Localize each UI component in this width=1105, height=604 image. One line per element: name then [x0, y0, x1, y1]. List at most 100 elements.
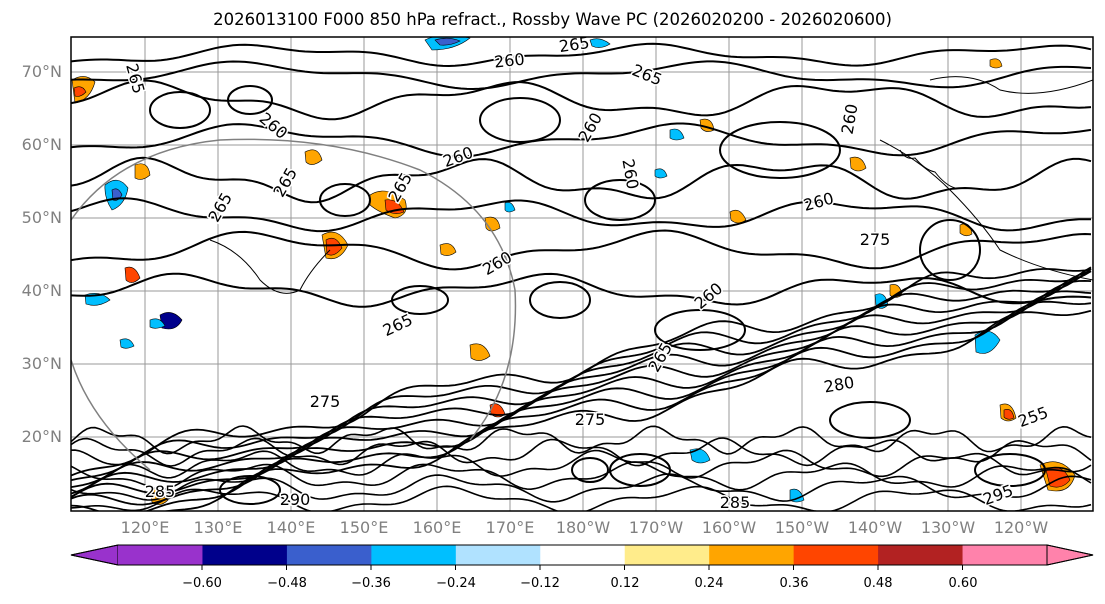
colorbar-segment: [624, 545, 710, 565]
colorbar-tick-label: 0.48: [863, 576, 893, 591]
map-panel: [71, 37, 1093, 511]
contour-line: [71, 461, 1092, 491]
colorbar-segment: [878, 545, 964, 565]
contour-line: [71, 449, 1092, 479]
contour-line: [71, 300, 1092, 511]
longitude-label: 180°W: [555, 518, 611, 537]
colorbar-tick-label: −0.48: [267, 576, 307, 591]
latitude-label: 70°N: [21, 62, 62, 81]
patch-blue: [119, 338, 135, 349]
patch-darkblue: [434, 37, 461, 46]
colorbar-tick-label: −0.60: [182, 576, 222, 591]
contour-loop: [571, 457, 609, 483]
longitude-label: 140°E: [266, 518, 316, 537]
longitude-label: 150°W: [774, 518, 830, 537]
longitude-label: 130°W: [920, 518, 976, 537]
contour-line: [71, 197, 1091, 233]
colorbar-segment: [286, 545, 372, 565]
contour-line: [161, 309, 1092, 511]
contour-label: 285: [145, 482, 176, 501]
contour-label: 265: [558, 33, 591, 56]
colorbar-tick-label: 0.36: [779, 576, 809, 591]
great-circle-arcs: [71, 138, 517, 471]
longitude-label: 170°W: [628, 518, 684, 537]
longitude-label: 120°E: [120, 518, 170, 537]
patch-orange: [134, 163, 151, 180]
contour-label: 275: [575, 410, 606, 429]
contour-line: [71, 272, 1092, 308]
patch-red: [1003, 409, 1015, 420]
latitude-label: 20°N: [21, 427, 62, 446]
colorbar-tick-label: −0.12: [520, 576, 560, 591]
longitude-label: 140°W: [847, 518, 903, 537]
contour-loop: [391, 285, 449, 315]
patch-blue: [669, 128, 685, 141]
contour-loop: [919, 219, 981, 281]
map-title: 2026013100 F000 850 hPa refract., Rossby…: [213, 10, 892, 29]
colorbar-tick-label: −0.24: [436, 576, 476, 591]
patch-orange: [439, 243, 457, 256]
contour-loop: [319, 183, 371, 217]
longitude-label: 120°W: [993, 518, 1049, 537]
contour-loop: [479, 97, 561, 143]
contour-line: [71, 266, 1092, 495]
patch-red: [325, 237, 343, 256]
patch-orange: [989, 58, 1003, 69]
patch-red: [124, 266, 141, 283]
contour-line: [71, 473, 1092, 503]
patch-blue: [654, 168, 668, 179]
contour-loop: [829, 401, 911, 439]
latitude-label: 60°N: [21, 135, 62, 154]
colorbar-segment: [709, 545, 795, 565]
contour-line: [71, 279, 1092, 498]
colorbar-segment: [793, 545, 879, 565]
contour-loop: [609, 453, 671, 487]
patch-darkblue: [159, 312, 183, 330]
contour-loop: [584, 179, 656, 221]
contour-loop: [149, 91, 211, 129]
latitude-label: 50°N: [21, 208, 62, 227]
patch-orange: [304, 149, 323, 165]
longitude-label: 160°E: [412, 518, 462, 537]
contour-lines: [71, 42, 1092, 511]
contour-line: [71, 270, 1092, 498]
contour-label: 260: [493, 49, 525, 71]
latitude-label: 30°N: [21, 354, 62, 373]
contour-label: 285: [720, 493, 751, 512]
contour-loop: [719, 121, 841, 179]
contour-line: [71, 60, 1092, 91]
map-frame: [70, 36, 1094, 512]
patch-red: [73, 86, 87, 97]
contour-loop: [219, 475, 281, 505]
latitude-label: 40°N: [21, 281, 62, 300]
longitude-label: 130°E: [193, 518, 243, 537]
contour-line: [71, 122, 1092, 158]
colorbar-tick-label: 0.24: [694, 576, 724, 591]
contour-loop: [529, 281, 591, 319]
contour-line: [71, 79, 1092, 121]
contour-loop: [654, 309, 746, 351]
patch-blue: [504, 202, 516, 213]
contour-label: 290: [280, 490, 311, 509]
longitude-label: 150°E: [339, 518, 389, 537]
contour-line: [71, 425, 1092, 455]
coastlines: [209, 76, 1093, 294]
patch-blue: [149, 318, 166, 329]
colorbar-tick-label: 0.12: [610, 576, 640, 591]
colorbar: [70, 544, 1094, 570]
patch-blue: [589, 38, 611, 48]
colorbar-segment: [540, 545, 626, 565]
contour-label: 275: [860, 230, 891, 249]
contour-line: [71, 42, 1092, 68]
colorbar-segment: [371, 545, 457, 565]
colorbar-outline: [70, 544, 1094, 566]
contour-line: [71, 485, 1092, 511]
longitude-label: 160°W: [701, 518, 757, 537]
contour-label: 275: [310, 392, 341, 411]
colorbar-max-arrow: [1046, 544, 1094, 566]
contour-loop: [974, 453, 1046, 487]
patch-orange: [729, 209, 747, 224]
colorbar-segment: [962, 545, 1048, 565]
colorbar-tick-label: −0.36: [351, 576, 391, 591]
colorbar-segment: [202, 545, 288, 565]
